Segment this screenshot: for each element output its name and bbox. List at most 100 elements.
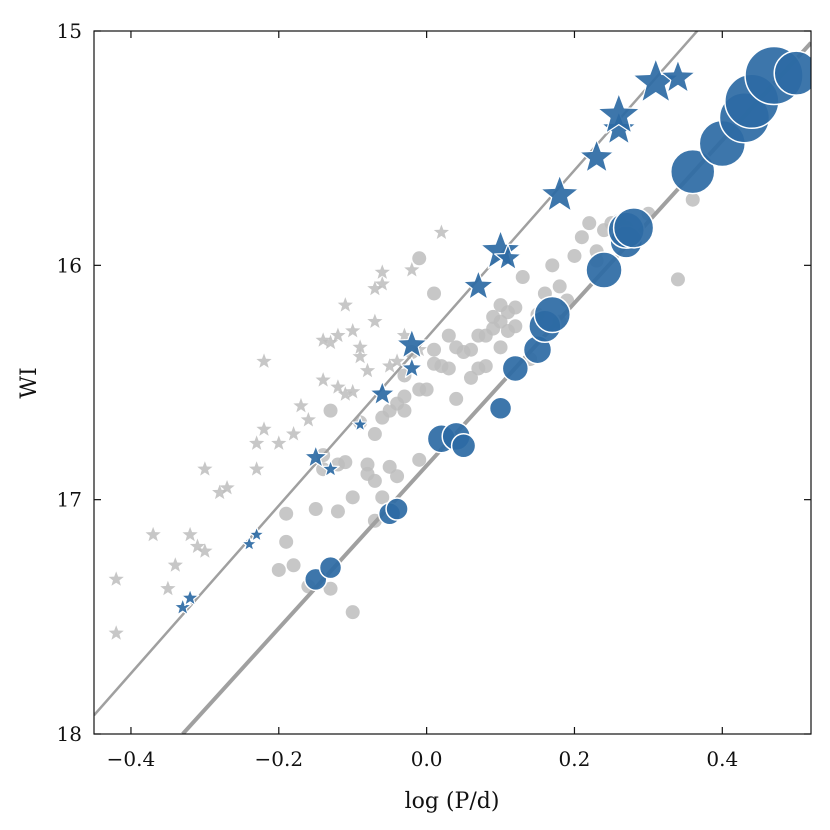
fit-line-1	[94, 31, 699, 717]
background-circle-point	[567, 248, 582, 263]
background-circle-point	[419, 382, 434, 397]
background-circle-point	[375, 490, 390, 505]
background-circle-point	[493, 340, 508, 355]
background-star-point	[256, 421, 272, 436]
highlight-star-point	[479, 229, 522, 269]
highlight-star-point	[540, 174, 580, 212]
highlight-star-point	[369, 380, 396, 406]
highlight-layer	[173, 45, 811, 616]
background-star-point	[256, 353, 272, 368]
background-circle-point	[441, 361, 456, 376]
background-circle-point	[367, 473, 382, 488]
highlight-star-point	[180, 588, 200, 606]
background-circle-point	[508, 319, 523, 334]
highlight-star-point	[597, 92, 641, 134]
highlight-star-point	[601, 110, 637, 145]
background-circle-point	[685, 192, 700, 207]
highlight-star-point	[578, 138, 615, 173]
background-star-point	[182, 526, 198, 542]
highlight-star-point	[494, 243, 522, 271]
background-circle-point	[367, 427, 382, 442]
background-circle-point	[279, 534, 294, 549]
background-circle-point	[427, 286, 442, 301]
background-circle-point	[412, 251, 427, 266]
background-star-point	[249, 435, 265, 450]
x-tick-label: 0.0	[411, 747, 443, 771]
highlight-circle-point	[318, 555, 343, 580]
background-star-point	[249, 461, 265, 476]
background-star-point	[337, 386, 353, 401]
background-star-point	[352, 348, 368, 364]
background-star-point	[404, 262, 420, 277]
highlight-star-point	[248, 526, 265, 542]
background-star-point	[145, 526, 161, 542]
background-circle-point	[323, 403, 338, 418]
background-star-point	[285, 426, 302, 441]
background-star-point	[189, 538, 206, 554]
background-star-point	[374, 276, 390, 291]
background-circle-point	[345, 605, 360, 620]
background-star-point	[359, 362, 376, 378]
background-circle-point	[574, 230, 589, 245]
background-star-point	[345, 322, 361, 338]
highlight-star-point	[396, 328, 428, 359]
highlight-star-point	[173, 597, 192, 616]
background-star-point	[315, 332, 331, 347]
highlight-star-point	[241, 535, 258, 552]
background-star-point	[212, 484, 228, 500]
background-circle-point	[279, 506, 294, 521]
background-star-point	[197, 543, 213, 558]
background-star-point	[389, 353, 405, 368]
background-star-point	[396, 327, 413, 343]
background-circle-point	[308, 502, 323, 517]
background-circle-point	[508, 300, 523, 315]
x-axis-title: log (P/d)	[405, 789, 500, 814]
background-circle-point	[271, 562, 286, 577]
background-circle-point	[345, 490, 360, 505]
x-tick-label: −0.2	[255, 747, 304, 771]
background-star-point	[293, 397, 309, 413]
background-circle-point	[441, 328, 456, 343]
background-circle-point	[463, 342, 478, 357]
highlight-circle-point	[450, 433, 477, 459]
y-tick-label: 17	[57, 488, 82, 512]
highlight-star-point	[462, 269, 495, 300]
background-circle-point	[493, 314, 508, 329]
plot-frame	[93, 30, 812, 735]
background-star-point	[315, 372, 331, 387]
background-star-point	[345, 383, 361, 399]
highlight-circle-point	[533, 295, 572, 334]
background-star-point	[322, 334, 339, 350]
highlight-star-point	[321, 459, 340, 478]
x-tick-label: 0.2	[559, 747, 591, 771]
background-star-point	[382, 358, 398, 373]
axes-frame	[93, 30, 812, 735]
highlight-circle-point	[773, 50, 811, 96]
background-circle-point	[463, 370, 478, 385]
highlight-star-point	[303, 444, 328, 468]
highlight-star-point	[351, 416, 369, 432]
background-star-point	[330, 327, 346, 343]
background-star-point	[271, 435, 287, 450]
background-circle-point	[449, 391, 464, 406]
highlight-star-point	[400, 356, 423, 378]
background-circle-point	[670, 272, 685, 287]
background-circle-point	[552, 279, 567, 294]
y-tick-label: 16	[57, 253, 82, 277]
background-star-point	[337, 297, 353, 312]
background-star-point	[330, 379, 346, 394]
background-circle-point	[330, 504, 345, 519]
background-star-point	[160, 580, 176, 596]
background-circle-point	[545, 258, 560, 273]
background-star-point	[219, 479, 235, 495]
x-tick-label: −0.4	[107, 747, 156, 771]
background-circle-point	[515, 270, 530, 285]
background-star-point	[108, 625, 124, 640]
background-star-point	[433, 224, 450, 239]
background-circle-point	[397, 403, 412, 418]
fit-lines-layer	[94, 31, 811, 734]
highlight-circle-point	[585, 251, 623, 289]
background-star-point	[167, 557, 183, 572]
